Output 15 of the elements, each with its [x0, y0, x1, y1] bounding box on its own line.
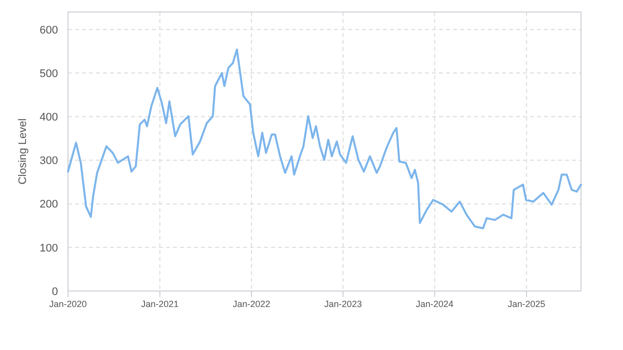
y-tick-label: 300 [40, 155, 58, 168]
line-series [67, 48, 582, 230]
x-tick-label: Jan-2021 [141, 299, 179, 309]
x-tick-label: Jan-2022 [232, 299, 270, 309]
x-tick-label: Jan-2023 [324, 299, 362, 309]
y-tick-label: 500 [40, 68, 58, 80]
y-axis-title: Closing Level [17, 118, 29, 185]
x-tick-label: Jan-2024 [416, 299, 454, 309]
x-tick-label: Jan-2020 [49, 299, 87, 309]
y-tick-label: 600 [40, 24, 58, 36]
y-tick-label: 400 [40, 111, 58, 124]
x-tick-label: Jan-2025 [508, 299, 546, 309]
y-tick-label: 100 [40, 242, 58, 254]
y-tick-label: 200 [40, 198, 58, 211]
y-tick-label: 0 [52, 286, 58, 298]
